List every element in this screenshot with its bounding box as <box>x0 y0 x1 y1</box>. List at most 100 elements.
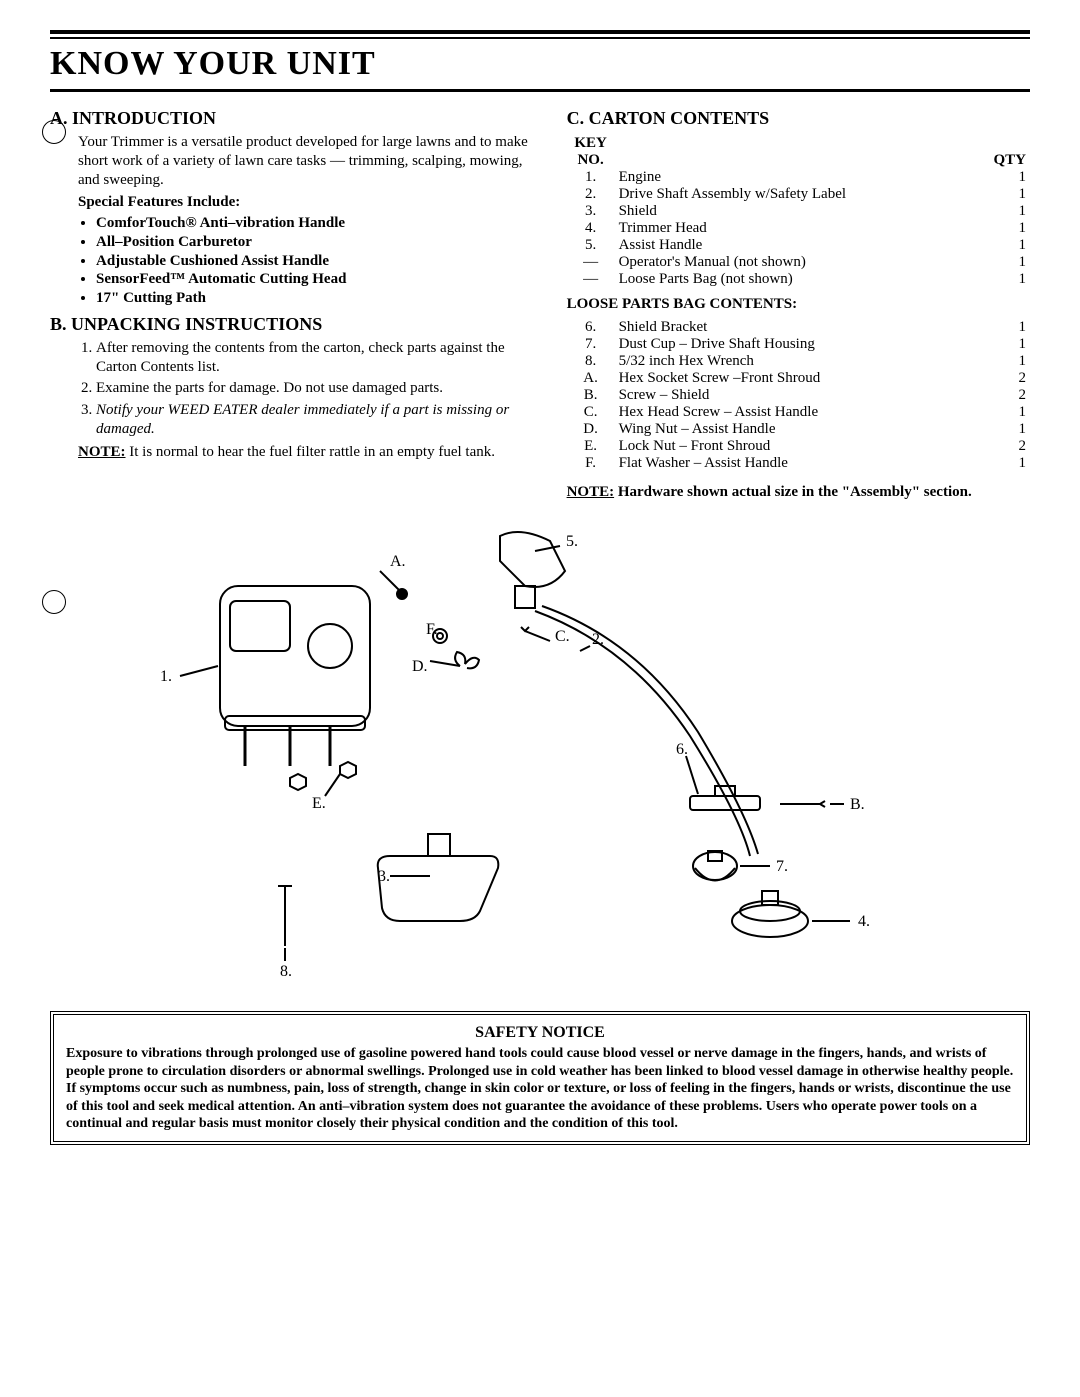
desc-cell: Hex Socket Screw –Front Shroud <box>615 370 982 387</box>
safety-body: Exposure to vibrations through prolonged… <box>66 1045 1014 1133</box>
qty-cell: 1 <box>982 237 1030 254</box>
callout-3: 3. <box>378 868 390 885</box>
section-b-heading: B. UNPACKING INSTRUCTIONS <box>50 314 537 335</box>
feature-item: ComforTouch® Anti–vibration Handle <box>96 214 537 233</box>
qty-cell: 1 <box>982 169 1030 186</box>
desc-cell: Hex Head Screw – Assist Handle <box>615 404 982 421</box>
unpack-step: Notify your WEED EATER dealer immediatel… <box>96 401 537 439</box>
table-row: —Operator's Manual (not shown)1 <box>567 254 1030 271</box>
qty-cell: 1 <box>982 455 1030 472</box>
intro-body: Your Trimmer is a versatile product deve… <box>78 133 537 308</box>
features-label: Special Features Include: <box>78 193 537 212</box>
key-cell: 1. <box>567 169 615 186</box>
key-label: KEY <box>574 135 607 151</box>
key-cell: 8. <box>567 353 615 370</box>
two-column-layout: A. INTRODUCTION Your Trimmer is a versat… <box>50 102 1030 501</box>
callout-5: 5. <box>566 533 578 550</box>
title-underline-rule <box>50 89 1030 92</box>
table-row: B.Screw – Shield2 <box>567 387 1030 404</box>
key-cell: — <box>567 254 615 271</box>
qty-cell: 1 <box>982 186 1030 203</box>
table-header-row: KEY NO. QTY <box>567 135 1030 169</box>
callout-E: E. <box>312 795 326 812</box>
qty-cell: 1 <box>982 336 1030 353</box>
key-cell: 2. <box>567 186 615 203</box>
table-row: 1.Engine1 <box>567 169 1030 186</box>
qty-cell: 1 <box>982 254 1030 271</box>
feature-item: All–Position Carburetor <box>96 233 537 252</box>
qty-cell: 1 <box>982 271 1030 288</box>
unpack-step: After removing the contents from the car… <box>96 339 537 377</box>
callout-4: 4. <box>858 913 870 930</box>
margin-circle-mid <box>42 590 66 614</box>
qty-cell: 1 <box>982 421 1030 438</box>
section-c-heading: C. CARTON CONTENTS <box>567 108 1030 129</box>
right-column: C. CARTON CONTENTS KEY NO. QTY 1.Engine1… <box>567 102 1030 501</box>
table-row: D.Wing Nut – Assist Handle1 <box>567 421 1030 438</box>
qty-header: QTY <box>982 135 1030 169</box>
unpack-step-italic: Notify your WEED EATER dealer immediatel… <box>96 402 509 437</box>
desc-cell: Operator's Manual (not shown) <box>615 254 982 271</box>
parts-diagram: 1. 2. 3. 4. 5. 6. 7. 8. A. B. C. D. E. F… <box>50 516 1030 981</box>
key-cell: F. <box>567 455 615 472</box>
key-cell: — <box>567 271 615 288</box>
desc-cell: Dust Cup – Drive Shaft Housing <box>615 336 982 353</box>
table-row: A.Hex Socket Screw –Front Shroud2 <box>567 370 1030 387</box>
unpack-step: Examine the parts for damage. Do not use… <box>96 379 537 398</box>
note-label: NOTE: <box>567 484 615 500</box>
table-row: 4.Trimmer Head1 <box>567 220 1030 237</box>
table-row: E.Lock Nut – Front Shroud2 <box>567 438 1030 455</box>
qty-cell: 1 <box>982 353 1030 370</box>
desc-cell: Shield <box>615 203 982 220</box>
key-cell: 5. <box>567 237 615 254</box>
section-a-heading: A. INTRODUCTION <box>50 108 537 129</box>
note-text: It is normal to hear the fuel filter rat… <box>126 444 495 460</box>
callout-F: F. <box>426 621 438 638</box>
callout-B: B. <box>850 796 865 813</box>
feature-item: Adjustable Cushioned Assist Handle <box>96 252 537 271</box>
desc-cell: Engine <box>615 169 982 186</box>
qty-cell: 2 <box>982 438 1030 455</box>
desc-cell: Lock Nut – Front Shroud <box>615 438 982 455</box>
qty-cell: 1 <box>982 220 1030 237</box>
safety-title: SAFETY NOTICE <box>66 1023 1014 1043</box>
diagram-svg: 1. 2. 3. 4. 5. 6. 7. 8. A. B. C. D. E. F… <box>130 516 950 976</box>
key-cell: D. <box>567 421 615 438</box>
page-title: KNOW YOUR UNIT <box>50 45 1030 83</box>
unpack-steps: After removing the contents from the car… <box>78 339 537 439</box>
table-row: 5.Assist Handle1 <box>567 237 1030 254</box>
table-row: 2.Drive Shaft Assembly w/Safety Label1 <box>567 186 1030 203</box>
key-cell: 4. <box>567 220 615 237</box>
safety-notice-box: SAFETY NOTICE Exposure to vibrations thr… <box>50 1011 1030 1145</box>
qty-cell: 2 <box>982 387 1030 404</box>
key-cell: B. <box>567 387 615 404</box>
desc-cell: Shield Bracket <box>615 319 982 336</box>
table-row: C.Hex Head Screw – Assist Handle1 <box>567 404 1030 421</box>
carton-note: NOTE: Hardware shown actual size in the … <box>567 484 1030 501</box>
callout-2: 2. <box>592 631 604 648</box>
heavy-top-rule <box>50 30 1030 39</box>
callout-A: A. <box>390 553 406 570</box>
table-row: 6.Shield Bracket1 <box>567 319 1030 336</box>
table-row: 8.5/32 inch Hex Wrench1 <box>567 353 1030 370</box>
intro-text: Your Trimmer is a versatile product deve… <box>78 133 537 189</box>
margin-circle-top <box>42 120 66 144</box>
left-column: A. INTRODUCTION Your Trimmer is a versat… <box>50 102 537 501</box>
desc-cell: Screw – Shield <box>615 387 982 404</box>
table-row: —Loose Parts Bag (not shown)1 <box>567 271 1030 288</box>
key-cell: 7. <box>567 336 615 353</box>
desc-cell: Trimmer Head <box>615 220 982 237</box>
no-label: NO. <box>577 152 603 168</box>
qty-cell: 2 <box>982 370 1030 387</box>
carton-table: KEY NO. QTY 1.Engine1 2.Drive Shaft Asse… <box>567 135 1030 288</box>
table-row: 3.Shield1 <box>567 203 1030 220</box>
key-cell: 3. <box>567 203 615 220</box>
callout-6: 6. <box>676 741 688 758</box>
key-cell: 6. <box>567 319 615 336</box>
loose-parts-heading: LOOSE PARTS BAG CONTENTS: <box>567 296 1030 313</box>
desc-cell: Drive Shaft Assembly w/Safety Label <box>615 186 982 203</box>
desc-cell: Loose Parts Bag (not shown) <box>615 271 982 288</box>
desc-cell: Flat Washer – Assist Handle <box>615 455 982 472</box>
callout-C: C. <box>555 628 570 645</box>
desc-cell: Wing Nut – Assist Handle <box>615 421 982 438</box>
